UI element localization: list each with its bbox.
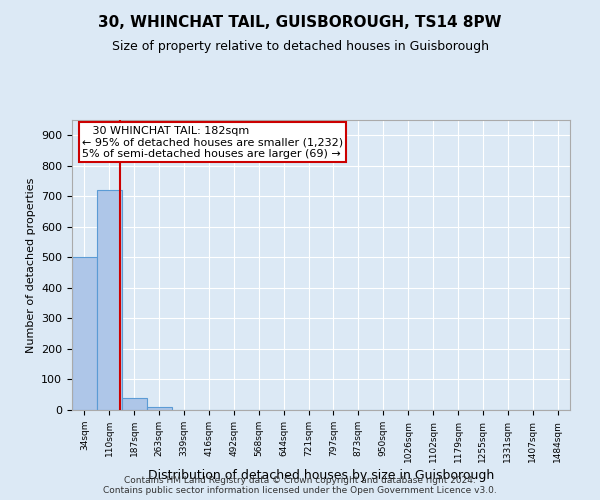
Bar bbox=[72, 258, 97, 410]
X-axis label: Distribution of detached houses by size in Guisborough: Distribution of detached houses by size … bbox=[148, 469, 494, 482]
Text: 30, WHINCHAT TAIL, GUISBOROUGH, TS14 8PW: 30, WHINCHAT TAIL, GUISBOROUGH, TS14 8PW bbox=[98, 15, 502, 30]
Bar bbox=[147, 407, 172, 410]
Text: 30 WHINCHAT TAIL: 182sqm
← 95% of detached houses are smaller (1,232)
5% of semi: 30 WHINCHAT TAIL: 182sqm ← 95% of detach… bbox=[82, 126, 343, 159]
Text: Size of property relative to detached houses in Guisborough: Size of property relative to detached ho… bbox=[112, 40, 488, 53]
Y-axis label: Number of detached properties: Number of detached properties bbox=[26, 178, 35, 352]
Text: Contains HM Land Registry data © Crown copyright and database right 2024.
Contai: Contains HM Land Registry data © Crown c… bbox=[103, 476, 497, 495]
Bar bbox=[122, 398, 147, 410]
Bar bbox=[97, 190, 122, 410]
